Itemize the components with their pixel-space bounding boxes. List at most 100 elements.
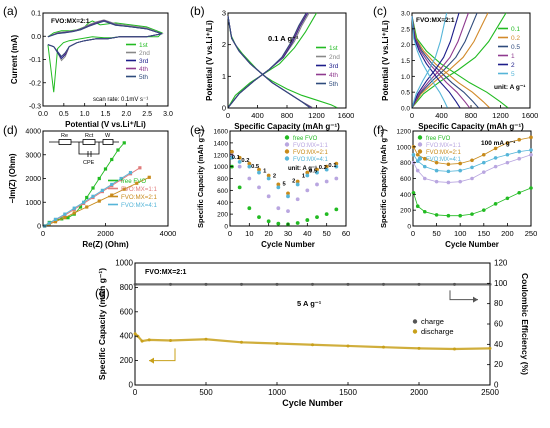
series-line-rate-gcd-discharge-0.2 (411, 16, 490, 109)
x-tick-label-cv: 1.5 (101, 111, 111, 118)
data-point-long-cycle-discharge (240, 340, 243, 344)
x-tick-label-cv: 0.0 (38, 111, 48, 118)
panel-label-gcd: (b) (190, 4, 205, 18)
data-point-eis (122, 141, 126, 145)
legend-marker-rate (284, 135, 290, 140)
data-point-eis (72, 206, 76, 210)
data-point-eis (103, 167, 108, 171)
legend-label-eis: free FVO (121, 178, 146, 185)
y-tick-label-right-long-cycle: 0 (494, 381, 499, 390)
x-tick-label-rate: 0 (228, 229, 232, 238)
y-axis-label-cv: Current (mA) (10, 35, 19, 85)
x-tick-label-long-cycle: 0 (133, 388, 138, 397)
x-tick-label-cv: 1.0 (80, 111, 90, 118)
legend-label-rate: FVO:MX=2:1 (293, 150, 329, 156)
x-tick-label-rate-gcd: 1200 (492, 111, 509, 120)
x-tick-label-cycle-100: 250 (525, 229, 538, 238)
panel-label-eis: (d) (3, 123, 18, 137)
circuit-warburg (102, 139, 114, 145)
data-point-rate-FVO:MX=2:1 (315, 167, 319, 172)
y-tick-label-rate: 600 (217, 188, 228, 195)
y-tick-label-cycle-100: 200 (400, 208, 411, 215)
legend-label-long-cycle: charge (421, 317, 444, 326)
y-tick-label-rate-gcd: 0.0 (401, 106, 410, 113)
y-tick-label-rate: 0 (224, 224, 228, 231)
y-tick-label-rate-gcd: 3.0 (401, 11, 410, 18)
axis-arrow-left-head (149, 357, 154, 364)
y-tick-label-rate-gcd: 2.0 (401, 42, 410, 49)
annotation-current-gcd: 0.1 A g⁻¹ (268, 34, 299, 43)
legend-label-gcd: 3rd (329, 63, 339, 70)
annotation-scan-rate-cv: scan rate: 0.1mV s⁻¹ (93, 97, 148, 103)
data-point-eis (97, 199, 101, 203)
annotation-composition-cv: FVO:MX=2:1 (51, 18, 90, 25)
annotation-unit-rate-gcd: unit: A g⁻¹ (494, 84, 525, 91)
y-tick-label-rate-gcd: 0.5 (401, 90, 410, 97)
series-line-cv-5th (47, 20, 163, 58)
x-tick-label-gcd: 800 (281, 111, 294, 120)
x-tick-label-rate: 10 (245, 229, 253, 238)
rate-label-rate: 0.1 (328, 163, 337, 169)
rate-label-rate: 0.2 (241, 158, 249, 164)
y-axis-label-rate-gcd: Potential (V vs.Li⁺/Li) (381, 20, 390, 101)
data-point-rate-FVO:MX=4:1 (247, 164, 252, 169)
data-point-eis (82, 200, 86, 204)
data-point-rate-FVO:MX=4:1 (276, 185, 281, 190)
data-point-rate-FVO:MX=4:1 (266, 176, 271, 181)
annotation-composition-rate-gcd: FVO:MX=2:1 (416, 17, 455, 24)
x-tick-label-rate: 30 (284, 229, 292, 238)
rate-label-rate: 2 (273, 173, 276, 179)
y-tick-label-cycle-100: 0 (407, 224, 411, 231)
series-line-rate-gcd-charge-0.5 (411, 12, 478, 108)
y-tick-label-rate-gcd: 1.0 (401, 74, 410, 81)
x-tick-label-gcd: 1600 (338, 111, 355, 120)
rate-label-rate: 0.1 (232, 155, 241, 161)
data-point-eis (122, 187, 126, 191)
series-line-rate-gcd-charge-0.1 (411, 12, 507, 109)
rate-label-rate: 1 (263, 169, 267, 175)
x-tick-label-cycle-100: 200 (501, 229, 514, 238)
series-line-gcd-charge-1st (227, 12, 317, 108)
data-point-long-cycle-discharge (311, 343, 314, 347)
series-line-rate-gcd-charge-5 (411, 12, 448, 108)
data-point-rate-FVO:MX=2:1 (286, 191, 290, 196)
legend-label-eis: FVO:MX=2:1 (121, 194, 157, 201)
legend-marker-long-cycle (412, 329, 418, 334)
panel-label-rate-gcd: (c) (373, 4, 387, 18)
y-tick-label-rate-gcd: 1.5 (401, 58, 410, 65)
x-tick-label-eis: 0 (41, 229, 45, 238)
x-tick-label-cv: 0.5 (59, 111, 69, 118)
y-tick-label-long-cycle: 400 (120, 332, 134, 341)
data-point-long-cycle-discharge (382, 345, 385, 349)
y-tick-label-gcd: 0 (222, 104, 226, 113)
x-tick-label-cv: 3.0 (163, 111, 173, 118)
x-tick-label-long-cycle: 2500 (481, 388, 499, 397)
legend-marker-cycle-100 (417, 156, 423, 161)
data-point-rate-FVO:MX=2:1 (334, 161, 339, 166)
circuit-resistor-rct (82, 139, 96, 145)
data-point-long-cycle-discharge (169, 338, 172, 342)
data-point-long-cycle-charge (311, 282, 314, 286)
x-axis-label-eis: Re(Z) (Ohm) (82, 240, 129, 249)
data-point-rate-FVO:MX=2:1 (305, 170, 310, 175)
legend-label-gcd: 4th (329, 72, 338, 79)
data-point-eis (110, 182, 114, 187)
y-tick-label-rate: 1200 (214, 152, 229, 159)
legend-label-rate-gcd: 1 (511, 53, 515, 60)
y-tick-label-long-cycle: 1000 (115, 259, 133, 268)
y-tick-label-cycle-100: 1000 (397, 144, 412, 151)
data-point-rate-FVO:MX=2:1 (295, 179, 300, 184)
data-point-eis (47, 221, 51, 225)
axis-arrow-right-head (473, 296, 478, 303)
annotation-current-cycle-100: 100 mA g⁻¹ (481, 140, 515, 147)
x-axis-label-cv: Potential (V vs.Li⁺/Li) (65, 120, 146, 129)
x-tick-label-long-cycle: 1000 (268, 388, 286, 397)
data-point-rate-FVO:MX=2:1 (324, 164, 329, 169)
x-tick-label-cv: 2.5 (142, 111, 152, 118)
legend-label-cycle-100: FVO:MX=2:1 (426, 150, 462, 156)
legend-label-cv: 2nd (139, 50, 150, 57)
data-point-eis (72, 211, 76, 215)
legend-label-rate-gcd: 5 (511, 71, 515, 78)
circuit-label: Rct (85, 133, 94, 139)
